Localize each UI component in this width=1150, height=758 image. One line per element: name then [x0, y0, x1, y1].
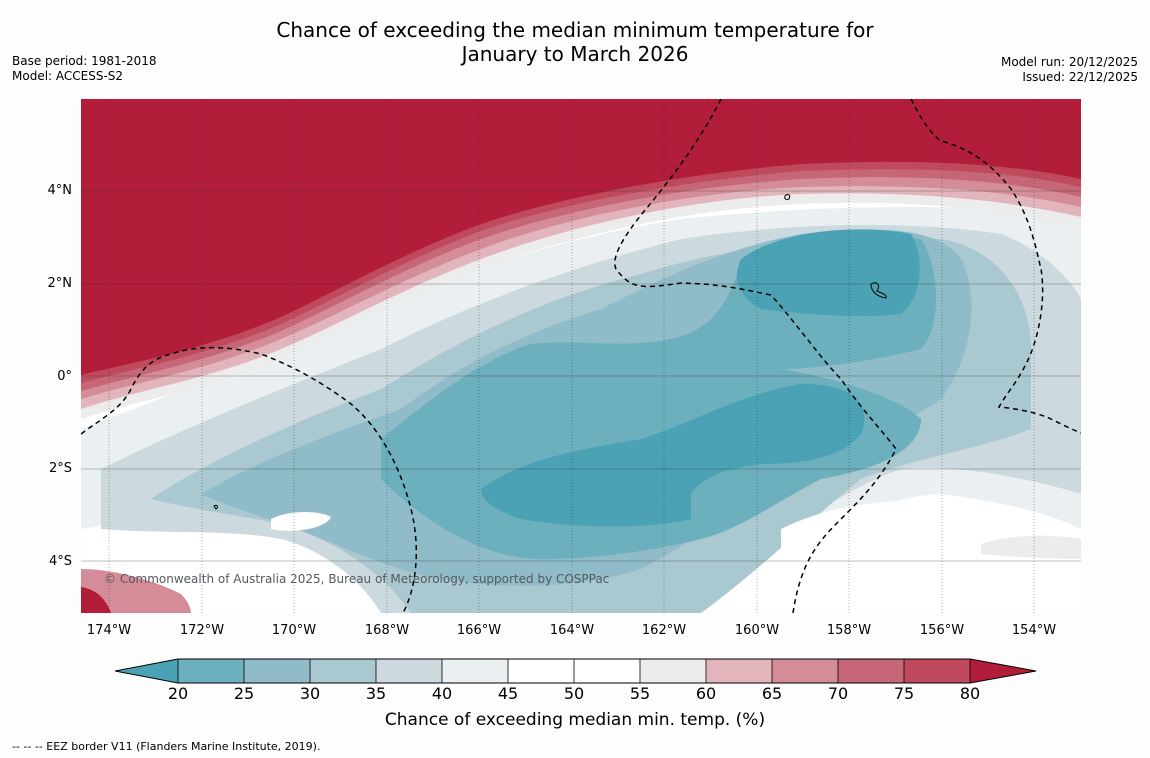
meta-left: Base period: 1981-2018 Model: ACCESS-S2 — [12, 54, 157, 84]
cbar-35-40 — [376, 659, 442, 683]
cbar-20-25 — [178, 659, 244, 683]
lat-label-2n: 2°N — [47, 276, 73, 291]
cbar-below-20 — [115, 659, 178, 683]
lon-label-154w: 154°W — [1011, 623, 1057, 638]
model-name: Model: ACCESS-S2 — [12, 69, 124, 83]
cbar-tick-65: 65 — [761, 684, 783, 703]
cbar-tick-35: 35 — [365, 684, 387, 703]
lon-label-156w: 156°W — [919, 623, 965, 638]
meta-right: Model run: 20/12/2025 Issued: 22/12/2025 — [1001, 55, 1138, 85]
eez-footnote: -- -- -- EEZ border V11 (Flanders Marine… — [12, 740, 321, 753]
sw-warm-patch — [81, 569, 191, 613]
cbar-tick-80: 80 — [959, 684, 981, 703]
chart-title: Chance of exceeding the median minimum t… — [0, 18, 1150, 66]
lat-label-4s: 4°S — [48, 554, 72, 569]
map-credit: © Commonwealth of Australia 2025, Bureau… — [104, 572, 610, 586]
lat-gridlines — [81, 190, 1081, 562]
cbar-tick-60: 60 — [695, 684, 717, 703]
cbar-75-80 — [904, 659, 970, 683]
cbar-30-35 — [310, 659, 376, 683]
cbar-55-60 — [640, 659, 706, 683]
cbar-tick-40: 40 — [431, 684, 453, 703]
lon-label-164w: 164°W — [549, 623, 595, 638]
white-patch-1 — [271, 512, 331, 531]
map-svg — [81, 99, 1081, 613]
colorbar — [115, 658, 1037, 684]
lon-label-174w: 174°W — [86, 623, 132, 638]
grey-patch — [981, 535, 1081, 559]
lon-label-170w: 170°W — [271, 623, 317, 638]
white-patch-2 — [781, 500, 1081, 613]
lon-label-172w: 172°W — [179, 623, 225, 638]
cbar-40-45 — [442, 659, 508, 683]
lon-label-160w: 160°W — [734, 623, 780, 638]
contour-below-20 — [737, 229, 920, 317]
cbar-dividers — [177, 659, 971, 683]
cbar-25-30 — [244, 659, 310, 683]
sw-warm-core — [81, 587, 111, 613]
cbar-45-50 — [508, 659, 574, 683]
model-run: Model run: 20/12/2025 — [1000, 55, 1138, 69]
cbar-60-65 — [706, 659, 772, 683]
eez-borders — [81, 99, 1081, 613]
cbar-tick-45: 45 — [497, 684, 519, 703]
contour-above-80 — [81, 99, 1081, 375]
lat-label-4n: 4°N — [47, 183, 73, 198]
contour-below-20-south — [481, 384, 865, 527]
cbar-tick-50: 50 — [563, 684, 585, 703]
lat-label-0: 0° — [57, 369, 72, 384]
lon-label-162w: 162°W — [641, 623, 687, 638]
cbar-tick-75: 75 — [893, 684, 915, 703]
cbar-65-70 — [772, 659, 838, 683]
lon-label-168w: 168°W — [364, 623, 410, 638]
cbar-tick-25: 25 — [233, 684, 255, 703]
lat-label-2s: 2°S — [48, 461, 72, 476]
cbar-tick-70: 70 — [827, 684, 849, 703]
title-line-2: January to March 2026 — [461, 42, 689, 66]
cbar-70-75 — [838, 659, 904, 683]
islands — [213, 194, 887, 510]
lon-label-158w: 158°W — [826, 623, 872, 638]
base-period: Base period: 1981-2018 — [12, 54, 157, 68]
issued-date: Issued: 22/12/2025 — [1022, 70, 1138, 84]
map-panel — [81, 99, 1081, 613]
cbar-50-55 — [574, 659, 640, 683]
cbar-tick-20: 20 — [167, 684, 189, 703]
colorbar-label: Chance of exceeding median min. temp. (%… — [384, 710, 766, 730]
cbar-tick-55: 55 — [629, 684, 651, 703]
lon-label-166w: 166°W — [456, 623, 502, 638]
cbar-tick-30: 30 — [299, 684, 321, 703]
cbar-above-80 — [970, 659, 1036, 683]
title-line-1: Chance of exceeding the median minimum t… — [276, 18, 874, 42]
